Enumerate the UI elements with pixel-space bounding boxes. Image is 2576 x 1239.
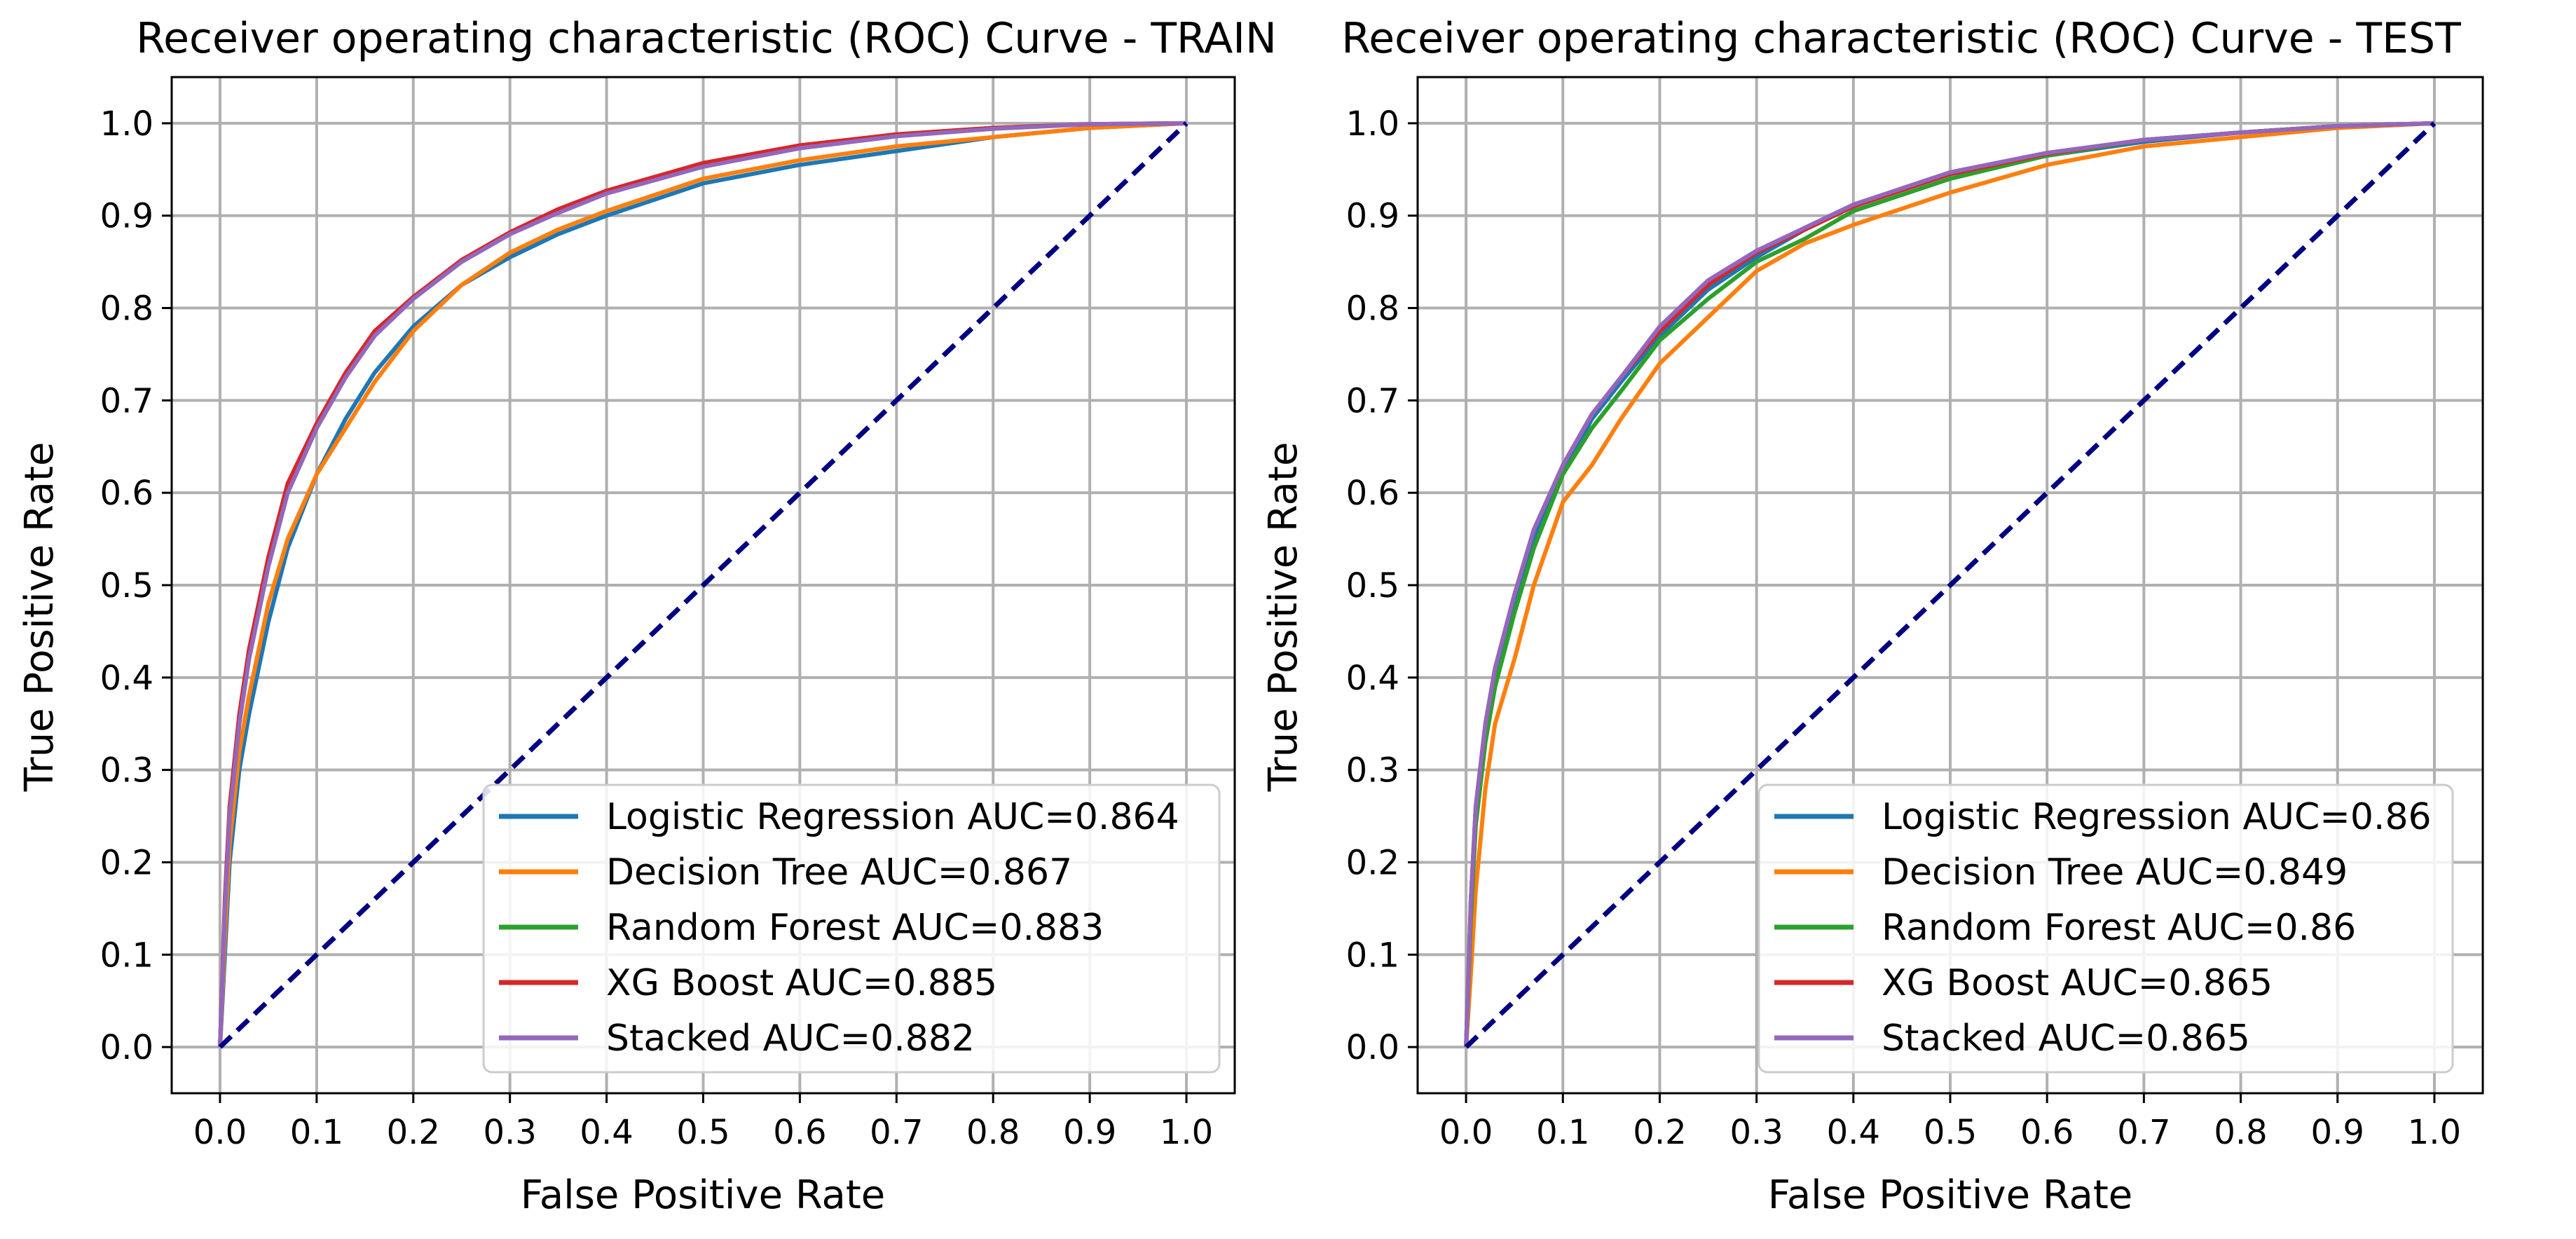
legend-label: Stacked AUC=0.865	[1882, 1018, 2250, 1060]
axes-frame	[170, 76, 1236, 1095]
x-tick-label: 0.5	[1924, 1113, 1977, 1152]
x-tick-label: 1.0	[2408, 1113, 2461, 1152]
y-axis-label: True Positive Rate	[1261, 442, 1306, 793]
x-tick-label: 0.6	[2020, 1113, 2074, 1152]
x-axis-label: False Positive Rate	[521, 1172, 885, 1218]
chart-title: Receiver operating characteristic (ROC) …	[1341, 14, 2461, 63]
chance-diagonal-line	[1464, 121, 2437, 1049]
chart-title: Receiver operating characteristic (ROC) …	[136, 14, 1277, 63]
legend-label: Random Forest AUC=0.883	[606, 907, 1104, 949]
legend-label: Random Forest AUC=0.86	[1882, 907, 2356, 949]
ticks: 0.0 0.1 0.2 0.3 0.4 0.5 0.6 0.7 0.8 0.9 1.0 0.0 0.1 0…	[1346, 104, 2461, 1152]
y-tick-label: 0.6	[1346, 474, 1399, 513]
x-axis-label: False Positive Rate	[1768, 1172, 2132, 1218]
roc-series-line	[1464, 121, 2434, 1048]
series-lines	[1464, 121, 2435, 1048]
x-tick-label: 0.7	[2117, 1113, 2170, 1152]
y-tick-label: 0.3	[100, 751, 153, 790]
legend-label: Stacked AUC=0.882	[606, 1018, 975, 1060]
legend-label: Decision Tree AUC=0.849	[1882, 851, 2348, 894]
y-tick-label: 0.6	[100, 474, 153, 513]
legend: Logistic Regression AUC=0.86 Decision Tre…	[1758, 783, 2454, 1074]
x-tick-label: 0.1	[290, 1113, 343, 1152]
y-tick-label: 1.0	[1346, 104, 1399, 144]
y-tick-label: 0.0	[100, 1028, 153, 1067]
y-tick-label: 0.4	[100, 659, 153, 698]
series-lines	[218, 121, 1187, 1048]
legend-label: Logistic Regression AUC=0.86	[1882, 796, 2432, 838]
legend-label: XG Boost AUC=0.885	[606, 962, 997, 1004]
x-tick-label: 0.0	[1439, 1113, 1493, 1152]
y-tick-label: 0.3	[1346, 751, 1399, 790]
chance-diagonal-line	[218, 121, 1188, 1049]
roc-series-line	[218, 121, 1187, 1048]
x-tick-label: 0.7	[870, 1113, 923, 1152]
y-tick-label: 0.2	[1346, 843, 1399, 882]
x-tick-label: 0.6	[773, 1113, 826, 1152]
roc-test-panel: Receiver operating characteristic (ROC) …	[1261, 14, 2484, 1218]
x-tick-label: 0.8	[2214, 1113, 2267, 1152]
y-axis-label: True Positive Rate	[17, 442, 62, 793]
y-tick-label: 1.0	[100, 104, 153, 144]
x-tick-label: 0.0	[193, 1113, 247, 1152]
x-tick-label: 0.1	[1536, 1113, 1589, 1152]
roc-series-line	[218, 121, 1187, 1048]
y-tick-label: 0.8	[1346, 289, 1399, 329]
y-tick-label: 0.7	[1346, 381, 1399, 420]
x-tick-label: 0.5	[676, 1113, 729, 1152]
y-tick-label: 0.5	[100, 566, 153, 605]
legend-box	[482, 783, 1221, 1074]
y-tick-label: 0.8	[100, 289, 153, 329]
x-tick-label: 0.3	[1729, 1113, 1783, 1152]
y-tick-label: 0.1	[1346, 936, 1399, 975]
ticks: 0.0 0.1 0.2 0.3 0.4 0.5 0.6 0.7 0.8 0.9 1.0 0.0 0.1 0…	[100, 104, 1214, 1152]
roc-train-panel: Receiver operating characteristic (ROC) …	[17, 14, 1277, 1218]
y-tick-label: 0.2	[100, 843, 153, 882]
x-tick-label: 0.8	[966, 1113, 1020, 1152]
legend-label: Logistic Regression AUC=0.864	[606, 796, 1179, 838]
legend-label: Decision Tree AUC=0.867	[606, 851, 1072, 894]
x-tick-label: 1.0	[1160, 1113, 1213, 1152]
roc-series-line	[1464, 121, 2435, 1048]
y-tick-label: 0.9	[100, 197, 153, 236]
x-tick-label: 0.4	[1827, 1113, 1880, 1152]
y-tick-label: 0.9	[1346, 197, 1399, 236]
x-tick-label: 0.9	[1063, 1113, 1116, 1152]
x-tick-label: 0.4	[580, 1113, 633, 1152]
y-tick-label: 0.1	[100, 936, 153, 975]
x-tick-label: 0.9	[2311, 1113, 2364, 1152]
y-tick-label: 0.5	[1346, 566, 1399, 605]
legend-box	[1758, 783, 2454, 1074]
legend-label: XG Boost AUC=0.865	[1882, 962, 2273, 1004]
x-tick-label: 0.2	[387, 1113, 440, 1152]
x-tick-label: 0.2	[1633, 1113, 1686, 1152]
y-tick-label: 0.4	[1346, 659, 1399, 698]
y-tick-label: 0.0	[1346, 1028, 1399, 1067]
roc-series-line	[218, 121, 1187, 1048]
axes-frame	[1416, 76, 2484, 1095]
x-tick-label: 0.3	[484, 1113, 537, 1152]
legend: Logistic Regression AUC=0.864 Decision Tr…	[482, 783, 1221, 1074]
y-tick-label: 0.7	[100, 381, 153, 420]
